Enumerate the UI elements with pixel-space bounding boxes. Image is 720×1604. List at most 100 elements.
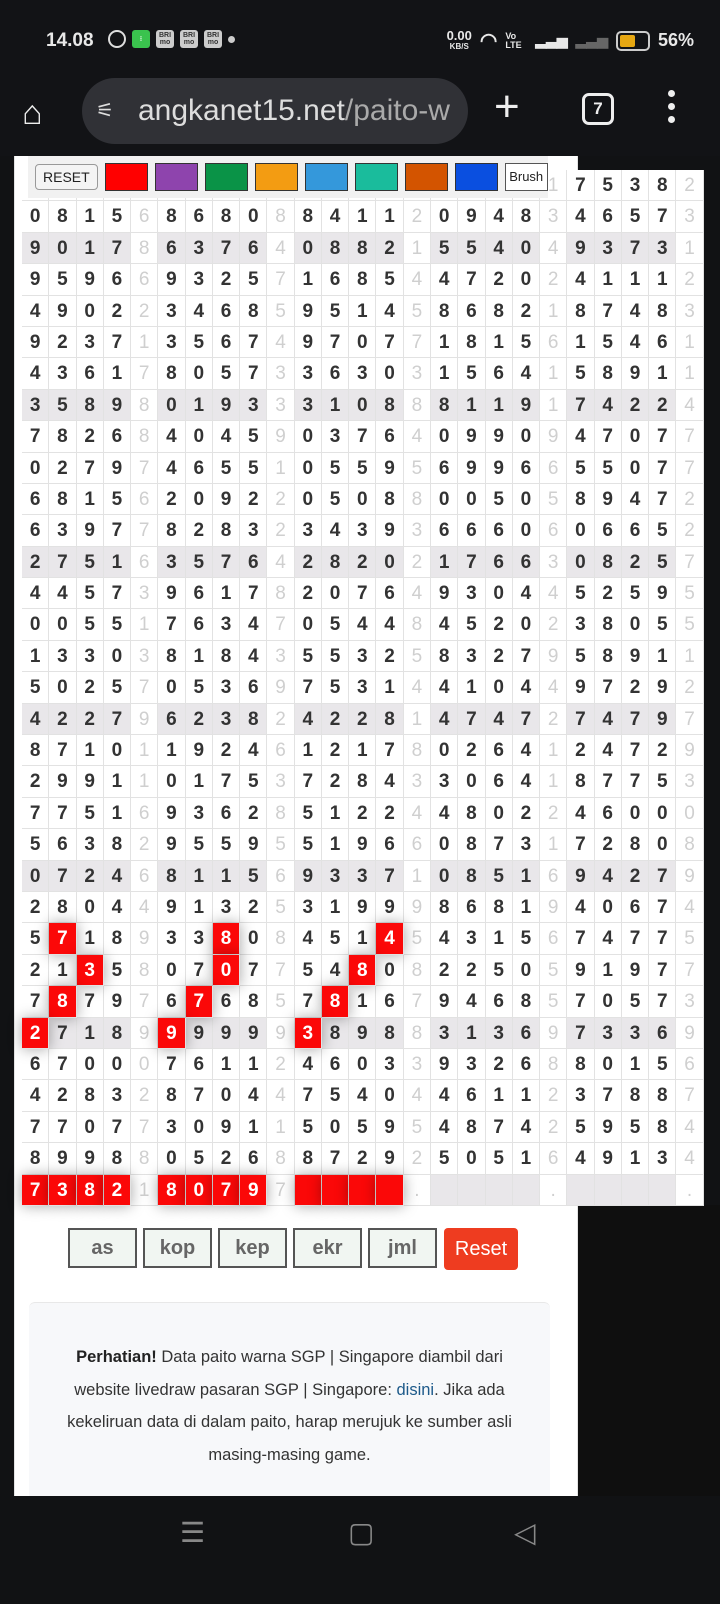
digit-cell[interactable]: 8 xyxy=(376,703,404,736)
separator-cell[interactable]: . xyxy=(540,1174,568,1206)
home-nav-icon[interactable]: ▢ xyxy=(348,1517,375,1548)
digit-cell[interactable]: 3 xyxy=(158,923,186,955)
digit-cell[interactable]: 8 xyxy=(158,640,186,673)
digit-cell[interactable]: 7 xyxy=(103,515,132,547)
digit-cell[interactable]: 5 xyxy=(76,797,104,830)
digit-cell[interactable]: 5 xyxy=(349,452,377,484)
digit-cell[interactable]: 8 xyxy=(349,264,377,296)
digit-cell[interactable]: 2 xyxy=(76,860,104,892)
digit-cell[interactable]: 8 xyxy=(158,1080,186,1112)
digit-cell[interactable]: 4 xyxy=(376,609,404,641)
separator-cell[interactable]: 2 xyxy=(676,170,704,202)
digit-cell[interactable]: 1 xyxy=(485,326,513,359)
digit-cell[interactable]: 6 xyxy=(49,829,77,861)
digit-cell[interactable]: 7 xyxy=(158,1048,186,1081)
separator-cell[interactable]: 5 xyxy=(540,986,568,1018)
separator-cell[interactable]: 8 xyxy=(131,1143,159,1175)
digit-cell[interactable]: 0 xyxy=(294,421,322,453)
digit-cell[interactable]: 2 xyxy=(485,609,513,641)
separator-cell[interactable]: 7 xyxy=(676,546,704,579)
digit-cell[interactable]: 7 xyxy=(103,578,132,610)
digit-cell[interactable]: 3 xyxy=(621,170,650,202)
separator-cell[interactable]: 6 xyxy=(540,515,568,547)
digit-cell[interactable]: 0 xyxy=(22,609,50,641)
site-settings-icon[interactable]: ⚟ xyxy=(96,100,114,122)
digit-cell[interactable]: 9 xyxy=(567,672,595,704)
digit-cell[interactable]: 1 xyxy=(512,860,541,892)
digit-cell[interactable]: 5 xyxy=(485,860,513,892)
digit-cell[interactable]: 6 xyxy=(22,483,50,516)
digit-cell[interactable]: 5 xyxy=(485,1143,513,1175)
digit-cell[interactable]: 6 xyxy=(485,546,513,579)
digit-cell[interactable]: 4 xyxy=(430,264,459,296)
digit-cell[interactable]: 6 xyxy=(485,766,513,798)
digit-cell[interactable]: 5 xyxy=(294,1111,322,1144)
digit-cell[interactable]: 1 xyxy=(76,483,104,516)
digit-cell[interactable]: 1 xyxy=(321,891,350,924)
separator-cell[interactable]: 6 xyxy=(540,452,568,484)
digit-cell[interactable]: 8 xyxy=(103,1017,132,1049)
separator-cell[interactable]: 3 xyxy=(267,640,295,673)
digit-cell[interactable]: 7 xyxy=(621,923,650,955)
digit-cell[interactable]: 0 xyxy=(321,578,350,610)
filter-jml-button[interactable]: jml xyxy=(368,1228,437,1268)
digit-cell[interactable]: 8 xyxy=(103,923,132,955)
digit-cell[interactable]: 1 xyxy=(22,640,50,673)
reset-button[interactable]: Reset xyxy=(444,1228,518,1270)
digit-cell[interactable]: 9 xyxy=(621,358,650,390)
separator-cell[interactable]: 7 xyxy=(131,358,159,390)
digit-cell[interactable]: 2 xyxy=(212,264,241,296)
digit-cell[interactable]: 9 xyxy=(22,232,50,265)
digit-cell[interactable]: 3 xyxy=(321,860,350,892)
digit-cell[interactable]: 3 xyxy=(212,703,241,736)
separator-cell[interactable]: 2 xyxy=(676,483,704,516)
digit-cell[interactable]: 3 xyxy=(212,672,241,704)
digit-cell[interactable]: 2 xyxy=(294,546,322,579)
separator-cell[interactable]: 8 xyxy=(403,954,431,987)
digit-cell[interactable]: 0 xyxy=(430,860,459,892)
digit-cell[interactable]: 8 xyxy=(49,483,77,516)
separator-cell[interactable]: 2 xyxy=(267,483,295,516)
separator-cell[interactable]: 2 xyxy=(267,703,295,736)
digit-cell[interactable]: 0 xyxy=(212,954,241,987)
separator-cell[interactable]: 5 xyxy=(403,640,431,673)
digit-cell[interactable]: 9 xyxy=(185,735,213,767)
digit-cell[interactable]: 4 xyxy=(22,703,50,736)
separator-cell[interactable]: 6 xyxy=(676,1048,704,1081)
separator-cell[interactable]: 4 xyxy=(403,578,431,610)
digit-cell[interactable]: 4 xyxy=(240,609,268,641)
digit-cell[interactable]: 0 xyxy=(430,201,459,233)
digit-cell[interactable]: 7 xyxy=(485,1111,513,1144)
separator-cell[interactable]: 3 xyxy=(403,1048,431,1081)
digit-cell[interactable]: 7 xyxy=(594,295,622,327)
digit-cell[interactable]: 3 xyxy=(49,358,77,390)
digit-cell[interactable]: 4 xyxy=(567,797,595,830)
digit-cell[interactable]: 6 xyxy=(240,232,268,265)
digit-cell[interactable]: 1 xyxy=(76,232,104,265)
digit-cell[interactable]: 8 xyxy=(567,766,595,798)
digit-cell[interactable]: 8 xyxy=(621,1080,650,1112)
separator-cell[interactable]: 1 xyxy=(540,295,568,327)
digit-cell[interactable]: 1 xyxy=(321,829,350,861)
digit-cell[interactable]: 4 xyxy=(512,358,541,390)
digit-cell[interactable]: 1 xyxy=(185,640,213,673)
separator-cell[interactable]: 6 xyxy=(403,829,431,861)
separator-cell[interactable]: 5 xyxy=(403,295,431,327)
digit-cell[interactable]: 4 xyxy=(349,1080,377,1112)
digit-cell[interactable]: 5 xyxy=(321,1080,350,1112)
separator-cell[interactable]: 9 xyxy=(676,1017,704,1049)
digit-cell[interactable]: 6 xyxy=(212,986,241,1018)
digit-cell[interactable]: 2 xyxy=(185,703,213,736)
digit-cell[interactable]: 4 xyxy=(22,295,50,327)
digit-cell[interactable]: 0 xyxy=(430,421,459,453)
digit-cell[interactable]: 2 xyxy=(649,735,677,767)
separator-cell[interactable]: 3 xyxy=(540,201,568,233)
digit-cell[interactable]: 0 xyxy=(430,483,459,516)
digit-cell[interactable]: 0 xyxy=(294,232,322,265)
separator-cell[interactable]: 7 xyxy=(676,1080,704,1112)
separator-cell[interactable]: 1 xyxy=(267,1111,295,1144)
home-icon[interactable]: ⌂ xyxy=(22,94,43,132)
digit-cell[interactable]: 7 xyxy=(567,829,595,861)
digit-cell[interactable]: 9 xyxy=(458,201,486,233)
digit-cell[interactable]: 1 xyxy=(512,1143,541,1175)
